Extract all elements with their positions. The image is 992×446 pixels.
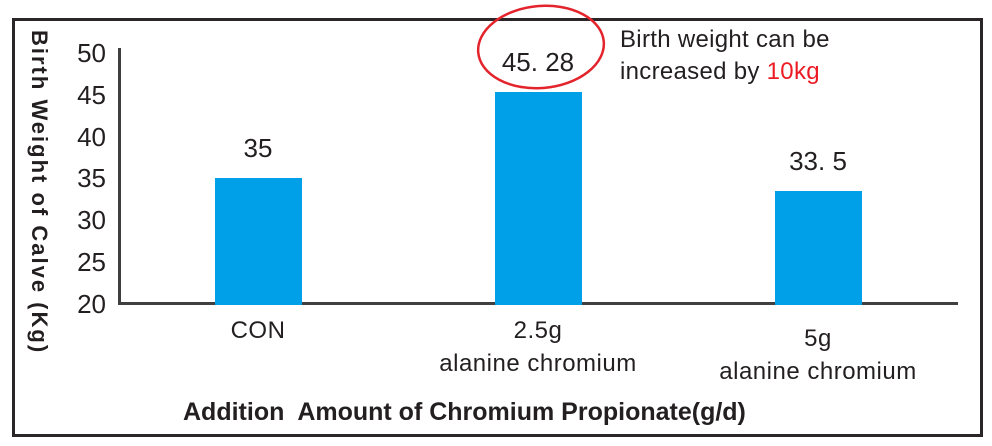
bar-value-label: 35 bbox=[243, 133, 273, 164]
annotation-highlight: 10kg bbox=[766, 58, 820, 85]
x-category-line: CON bbox=[230, 317, 286, 344]
x-category-label: 2.5g alanine chromium bbox=[378, 314, 698, 380]
bar bbox=[774, 190, 862, 305]
y-tick-label: 20 bbox=[77, 288, 106, 319]
x-category-line: 5g bbox=[804, 325, 832, 352]
y-tick-label: 45 bbox=[77, 79, 106, 110]
y-tick-label: 25 bbox=[77, 246, 106, 277]
y-tick-label: 30 bbox=[77, 205, 106, 235]
bar-value-label: 33. 5 bbox=[789, 145, 847, 176]
y-tick-label: 35 bbox=[77, 163, 106, 194]
x-category-label: 5g alanine chromium bbox=[658, 314, 978, 388]
x-category-line: alanine chromium bbox=[719, 358, 917, 385]
y-tick-label: 40 bbox=[77, 121, 106, 152]
bar-value-label: 45. 28 bbox=[501, 47, 575, 78]
x-category-line: 2.5g bbox=[513, 317, 563, 344]
bar bbox=[214, 178, 302, 305]
y-tick-label: 50 bbox=[77, 38, 106, 68]
annotation-line2-prefix: increased by bbox=[620, 58, 767, 85]
x-category-label: CON bbox=[98, 314, 418, 347]
y-axis-title: Birth Weight of Calve (Kg) bbox=[27, 30, 52, 355]
y-axis-line bbox=[118, 48, 121, 305]
annotation-line1: Birth weight can be bbox=[620, 26, 830, 53]
annotation-text: Birth weight can be increased by 10kg bbox=[620, 24, 830, 88]
x-category-line: alanine chromium bbox=[439, 350, 637, 377]
bar bbox=[494, 92, 582, 305]
x-axis-title: Addition Amount of Chromium Propionate(g… bbox=[183, 398, 746, 426]
